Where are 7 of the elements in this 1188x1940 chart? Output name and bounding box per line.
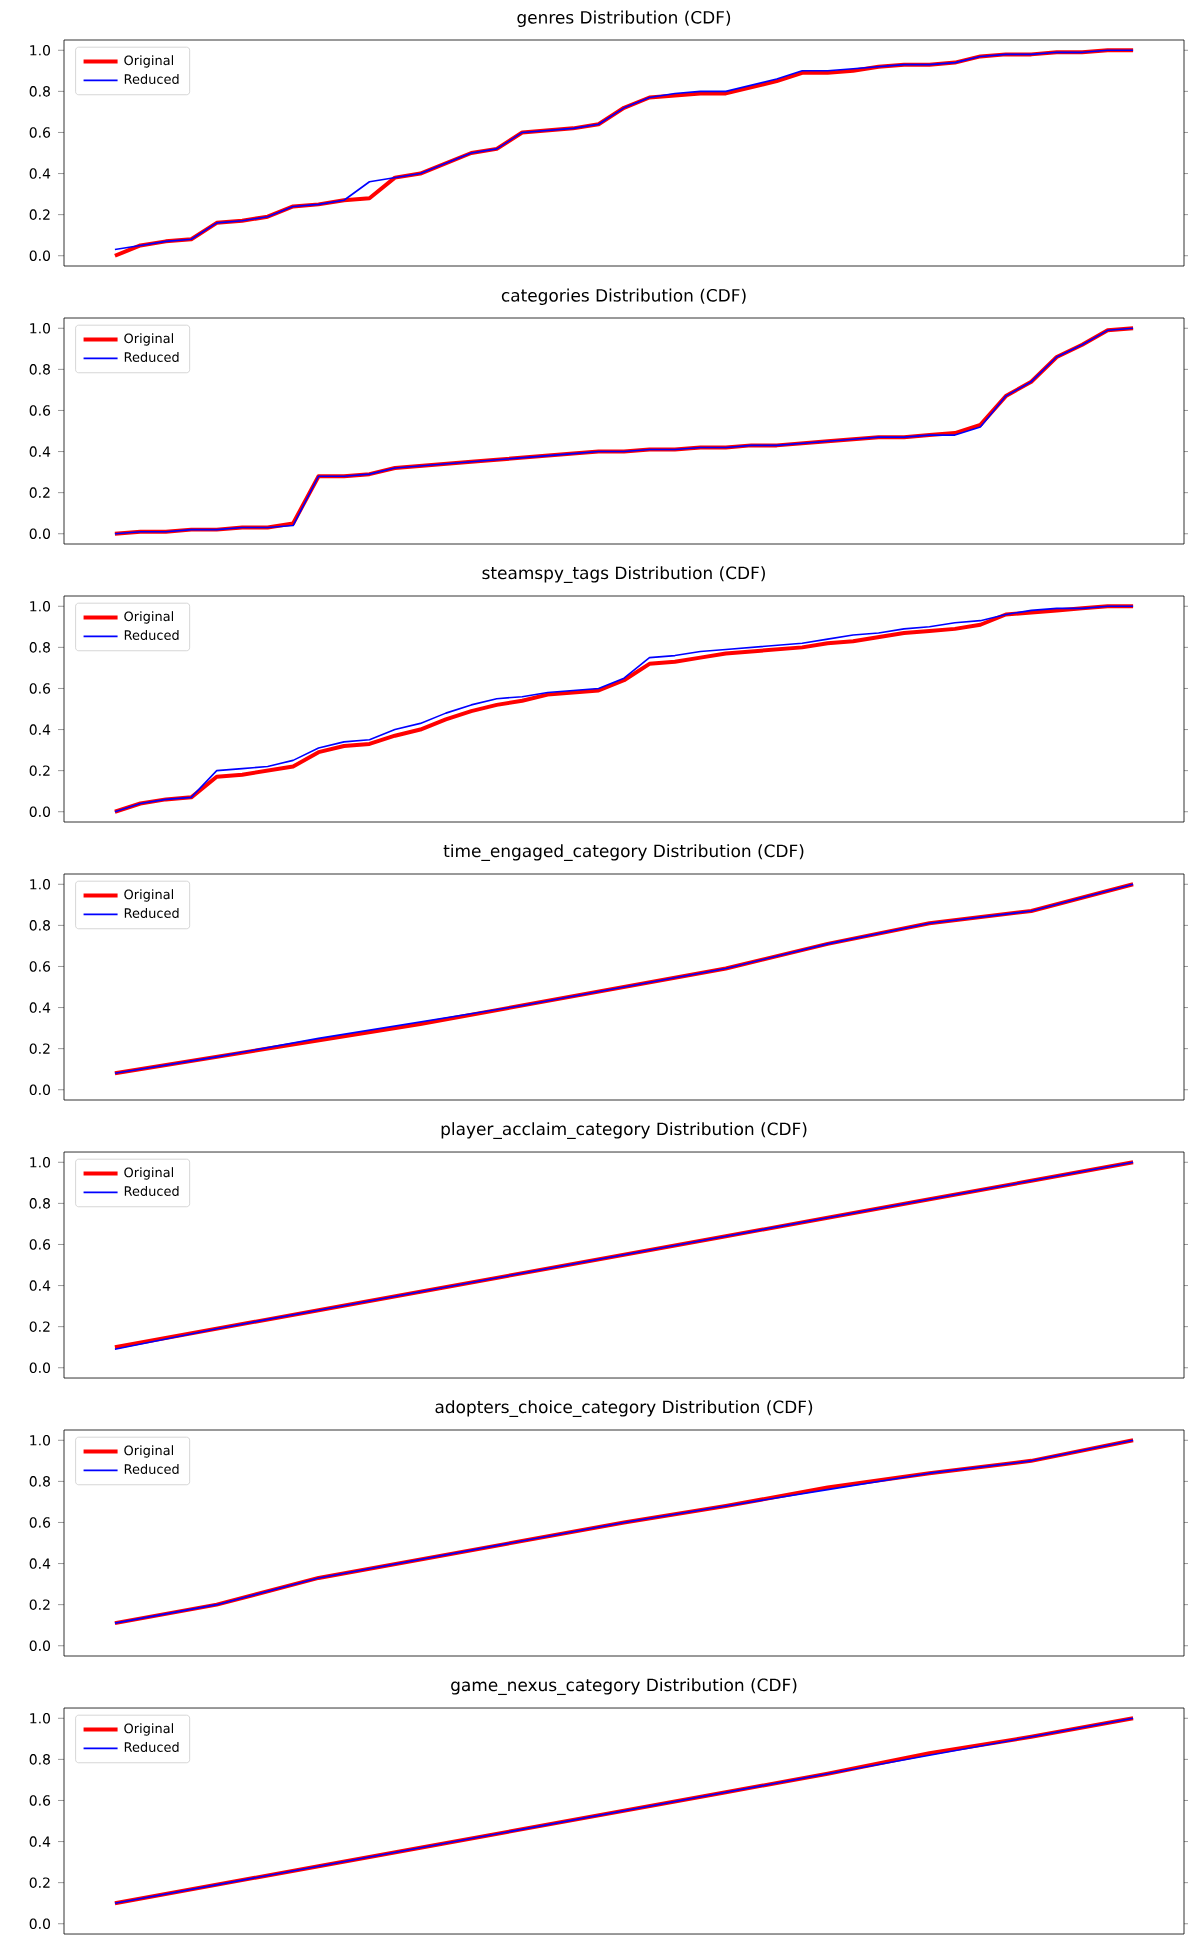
chart-title: game_nexus_category Distribution (CDF) xyxy=(451,1678,797,1696)
chart-title: genres Distribution (CDF) xyxy=(517,10,731,28)
chart-title: categories Distribution (CDF) xyxy=(501,288,746,306)
chart-title: player_acclaim_category Distribution (CDF) xyxy=(441,1122,807,1140)
chart-title: steamspy_tags Distribution (CDF) xyxy=(482,566,765,584)
chart-title: time_engaged_category Distribution (CDF) xyxy=(443,844,804,862)
chart-title: adopters_choice_category Distribution (CDF) xyxy=(435,1400,813,1418)
